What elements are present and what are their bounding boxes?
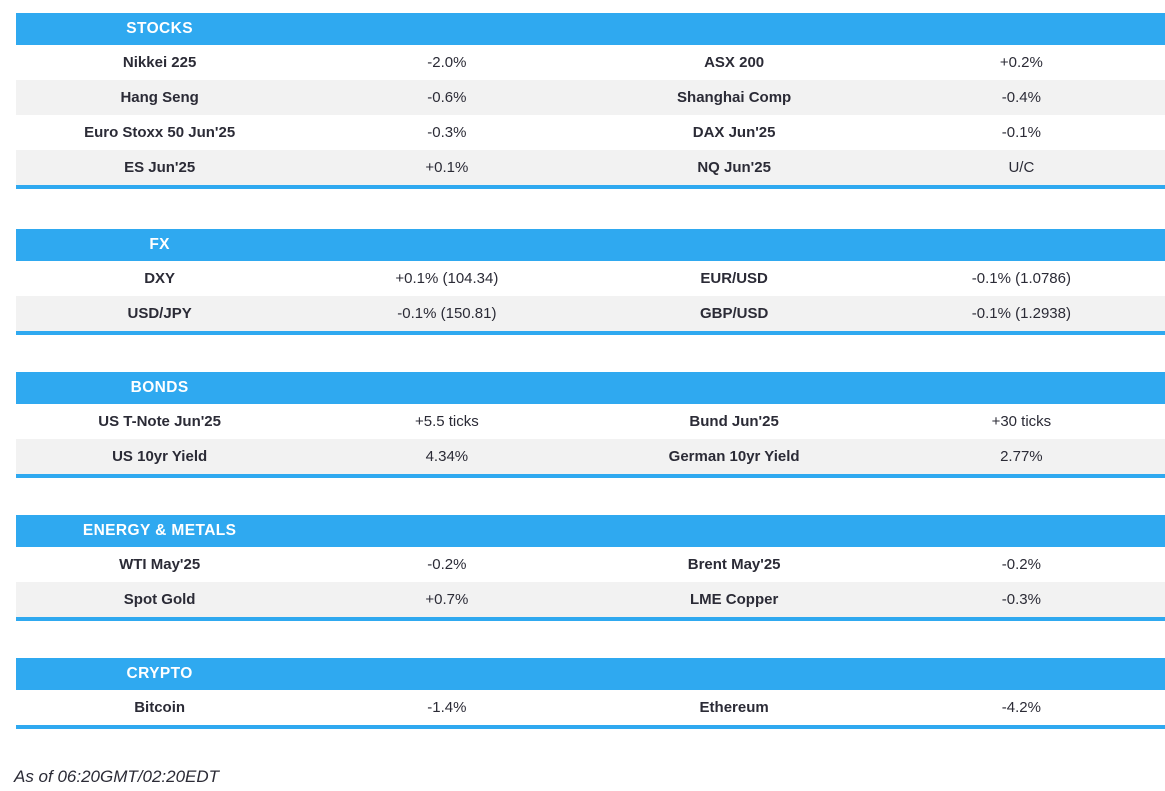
- instrument-name: Hang Seng: [120, 89, 199, 106]
- instrument-name: ASX 200: [704, 54, 765, 71]
- section-stocks: STOCKS Nikkei 225 -2.0% ASX 200 +0.2% Ha…: [16, 13, 1165, 189]
- section-fx: FX DXY +0.1% (104.34) EUR/USD -0.1% (1.0…: [16, 229, 1165, 335]
- instrument-name: German 10yr Yield: [668, 448, 800, 465]
- instrument-value: U/C: [1008, 159, 1035, 176]
- table-row: Bitcoin -1.4% Ethereum -4.2%: [16, 690, 1165, 725]
- instrument-value: -0.4%: [1001, 89, 1041, 106]
- section-rows: US T-Note Jun'25 +5.5 ticks Bund Jun'25 …: [16, 404, 1165, 474]
- instrument-name: Shanghai Comp: [677, 89, 792, 106]
- table-row: WTI May'25 -0.2% Brent May'25 -0.2%: [16, 547, 1165, 582]
- market-summary-table: STOCKS Nikkei 225 -2.0% ASX 200 +0.2% Ha…: [16, 13, 1165, 729]
- instrument-value: -1.4%: [427, 699, 467, 716]
- instrument-name: Spot Gold: [123, 591, 196, 608]
- instrument-value: -4.2%: [1001, 699, 1041, 716]
- instrument-value: 2.77%: [1000, 448, 1043, 465]
- table-row: US 10yr Yield 4.34% German 10yr Yield 2.…: [16, 439, 1165, 474]
- instrument-value: -0.1% (1.0786): [971, 270, 1071, 287]
- instrument-value: +0.2%: [999, 54, 1043, 71]
- instrument-value: +0.1% (104.34): [395, 270, 499, 287]
- table-row: USD/JPY -0.1% (150.81) GBP/USD -0.1% (1.…: [16, 296, 1165, 331]
- section-rows: DXY +0.1% (104.34) EUR/USD -0.1% (1.0786…: [16, 261, 1165, 331]
- instrument-name: Ethereum: [699, 699, 769, 716]
- instrument-value: -0.3%: [427, 124, 467, 141]
- instrument-value: -2.0%: [427, 54, 467, 71]
- section-crypto: CRYPTO Bitcoin -1.4% Ethereum -4.2%: [16, 658, 1165, 729]
- table-row: Spot Gold +0.7% LME Copper -0.3%: [16, 582, 1165, 617]
- instrument-name: NQ Jun'25: [697, 159, 771, 176]
- table-row: US T-Note Jun'25 +5.5 ticks Bund Jun'25 …: [16, 404, 1165, 439]
- section-title: STOCKS: [126, 20, 193, 37]
- section-rows: Nikkei 225 -2.0% ASX 200 +0.2% Hang Seng…: [16, 45, 1165, 185]
- section-header-crypto: CRYPTO: [16, 658, 1165, 690]
- instrument-name: ES Jun'25: [124, 159, 196, 176]
- instrument-name: GBP/USD: [699, 305, 769, 322]
- table-row: Nikkei 225 -2.0% ASX 200 +0.2%: [16, 45, 1165, 80]
- table-row: ES Jun'25 +0.1% NQ Jun'25 U/C: [16, 150, 1165, 185]
- instrument-name: LME Copper: [689, 591, 779, 608]
- instrument-value: +0.7%: [425, 591, 469, 608]
- instrument-value: +5.5 ticks: [414, 413, 479, 430]
- instrument-name: DXY: [144, 270, 176, 287]
- table-row: DXY +0.1% (104.34) EUR/USD -0.1% (1.0786…: [16, 261, 1165, 296]
- instrument-value: -0.3%: [1001, 591, 1041, 608]
- section-rows: WTI May'25 -0.2% Brent May'25 -0.2% Spot…: [16, 547, 1165, 617]
- table-row: Hang Seng -0.6% Shanghai Comp -0.4%: [16, 80, 1165, 115]
- instrument-value: -0.6%: [427, 89, 467, 106]
- instrument-value: -0.2%: [427, 556, 467, 573]
- section-title: CRYPTO: [126, 665, 193, 682]
- instrument-name: WTI May'25: [119, 556, 201, 573]
- section-header-fx: FX: [16, 229, 1165, 261]
- section-header-stocks: STOCKS: [16, 13, 1165, 45]
- instrument-name: USD/JPY: [127, 305, 192, 322]
- instrument-value: -0.1%: [1001, 124, 1041, 141]
- instrument-name: Bitcoin: [134, 699, 186, 716]
- instrument-value: -0.2%: [1001, 556, 1041, 573]
- section-bonds: BONDS US T-Note Jun'25 +5.5 ticks Bund J…: [16, 372, 1165, 478]
- instrument-value: -0.1% (1.2938): [971, 305, 1071, 322]
- instrument-name: US 10yr Yield: [112, 448, 208, 465]
- instrument-name: Bund Jun'25: [689, 413, 779, 430]
- instrument-value: +0.1%: [425, 159, 469, 176]
- table-row: Euro Stoxx 50 Jun'25 -0.3% DAX Jun'25 -0…: [16, 115, 1165, 150]
- section-header-bonds: BONDS: [16, 372, 1165, 404]
- instrument-name: Euro Stoxx 50 Jun'25: [84, 124, 236, 141]
- section-header-energy-metals: ENERGY & METALS: [16, 515, 1165, 547]
- instrument-name: Brent May'25: [687, 556, 781, 573]
- as-of-timestamp: As of 06:20GMT/02:20EDT: [14, 767, 220, 786]
- section-title: BONDS: [130, 379, 189, 396]
- instrument-name: DAX Jun'25: [692, 124, 776, 141]
- instrument-name: US T-Note Jun'25: [98, 413, 221, 430]
- instrument-name: Nikkei 225: [122, 54, 197, 71]
- section-energy-metals: ENERGY & METALS WTI May'25 -0.2% Brent M…: [16, 515, 1165, 621]
- section-title: ENERGY & METALS: [82, 522, 237, 539]
- section-rows: Bitcoin -1.4% Ethereum -4.2%: [16, 690, 1165, 725]
- section-title: FX: [149, 236, 170, 253]
- instrument-value: +30 ticks: [991, 413, 1052, 430]
- instrument-name: EUR/USD: [700, 270, 768, 287]
- instrument-value: -0.1% (150.81): [397, 305, 497, 322]
- instrument-value: 4.34%: [425, 448, 469, 465]
